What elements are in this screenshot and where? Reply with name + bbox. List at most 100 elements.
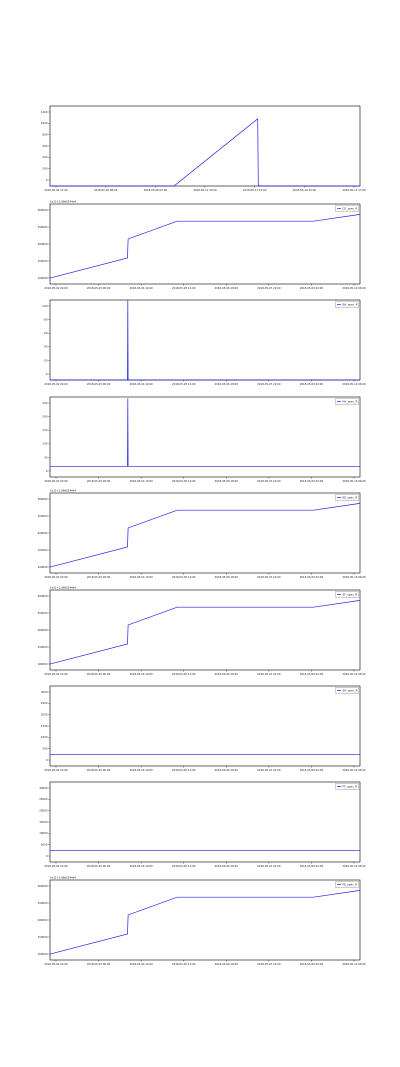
x-tick-label: 2018-05-03 06:00 <box>87 382 111 386</box>
x-tick-label: 2018-05-02 02:00 <box>44 672 68 676</box>
x-tick-label: 2018-05-03 06:00 <box>87 962 111 966</box>
x-tick-label: 2018-05-07 22:00 <box>257 864 281 868</box>
x-tick-label: 2018-05-02 02:00 <box>44 768 68 772</box>
x-tick-label: 2018-05-06 18:00 <box>215 575 239 579</box>
y-tick-label: 5000 <box>41 843 48 847</box>
x-tick-label: 2018-05-09 02:00 <box>300 962 324 966</box>
series-line <box>49 214 361 279</box>
chart-panel-5: 100000 150000 200000 250000 300000 2018-05-02… <box>38 489 366 580</box>
x-tick-label: 2018-05-10 06:00 <box>342 864 366 868</box>
y-tick-label: 200 <box>43 415 48 419</box>
y-tick-label: 200000 <box>38 531 48 535</box>
legend-box <box>335 301 359 308</box>
y-tick-label: 150000 <box>38 645 48 649</box>
x-tick-label: 2018-05-02 02:00 <box>44 479 68 483</box>
legend: EH_spec_R <box>335 687 359 694</box>
x-tick-label: 2018-05-06 18:00 <box>215 382 239 386</box>
x-tick-label: 2018-05-04 10:00 <box>129 575 153 579</box>
plot-frame <box>49 299 361 381</box>
legend-box <box>335 687 359 694</box>
legend-label: FE_spec_R <box>343 883 358 887</box>
y-tick-label: 2500 <box>41 701 48 705</box>
x-tick-label: 2018-05-07 22:00 <box>257 672 281 676</box>
x-tick-label: 2018-05-16 20:00 <box>293 188 317 192</box>
legend-label: CE_spec_R <box>343 207 358 211</box>
chart-panel-2: 100000 150000 200000 250000 300000 2018-05-02… <box>38 200 366 291</box>
legend: FF_spec_R <box>335 783 359 790</box>
legend-box <box>335 881 359 888</box>
y-tick-label: -80 <box>43 318 48 322</box>
x-tick-label: 2018-05-06 18:00 <box>215 286 239 290</box>
axis-offset-text: 1e11+2.8660544e4 <box>50 876 76 880</box>
chart-panel-3: 0 -20 -40 -60 -80 -100 2018-05-02 02:00 2018-05… <box>42 299 366 386</box>
y-tick-label: 200000 <box>38 628 48 632</box>
x-tick-label: 2018-05-07 22:00 <box>257 768 281 772</box>
plot-frame <box>49 396 361 478</box>
x-tick-label: 2018-05-19 17:00 <box>342 188 366 192</box>
x-tick-label: 2018-05-05 14:00 <box>172 286 196 290</box>
legend-label: EH_spec_R <box>343 689 358 693</box>
plot-frame <box>49 879 361 961</box>
legend-box <box>335 398 359 405</box>
y-tick-label: 250000 <box>38 514 48 518</box>
legend-label: FF_spec_R <box>343 785 358 789</box>
legend: FE_spec_R <box>335 881 359 888</box>
x-tick-label: 2018-05-06 18:00 <box>215 962 239 966</box>
series-line <box>50 118 360 187</box>
y-tick-label: -100 <box>42 304 48 308</box>
axis-offset-text: 1e11+2.8660544e4 <box>50 489 76 493</box>
x-tick-label: 2018-05-02 02:00 <box>44 864 68 868</box>
y-tick-label: 150000 <box>38 548 48 552</box>
x-tick-label: 2018-05-06 18:00 <box>215 672 239 676</box>
series-line <box>50 398 360 467</box>
x-tick-label: 2018-05-05 14:00 <box>172 864 196 868</box>
y-tick-label: 250 <box>43 401 48 405</box>
y-tick-label: 1200 <box>41 110 48 114</box>
y-tick-label: 15000 <box>39 820 48 824</box>
chart-panel-8: 0 5000 10000 15000 20000 25000 30000 2018-05-02… <box>39 781 366 868</box>
chart-panel-6: 100000 150000 200000 250000 300000 2018-05-02… <box>38 586 366 677</box>
y-tick-label: 25000 <box>39 797 48 801</box>
y-tick-label: 1000 <box>41 735 48 739</box>
y-tick-label: 0 <box>46 854 48 858</box>
legend-label: EF_spec_R <box>343 593 358 597</box>
legend-box <box>335 494 359 501</box>
x-tick-label: 2018-05-10 06:00 <box>342 962 366 966</box>
x-tick-label: 2018-05-09 02:00 <box>300 864 324 868</box>
y-tick-label: 500 <box>43 747 48 751</box>
x-tick-label: 2018-05-10 06:00 <box>342 382 366 386</box>
y-tick-label: 150000 <box>38 935 48 939</box>
x-tick-label: 2018-05-07 22:00 <box>257 962 281 966</box>
y-tick-label: 100000 <box>38 952 48 956</box>
plot-frame <box>49 781 361 863</box>
x-tick-label: 2018-05-11 02:00 <box>193 188 217 192</box>
legend-box <box>335 591 359 598</box>
y-tick-label: 300000 <box>38 594 48 598</box>
plot-frame <box>49 203 361 285</box>
x-tick-label: 2018-05-04 10:00 <box>129 864 153 868</box>
legend: EE_spec_R <box>335 494 359 501</box>
x-tick-label: 2018-05-06 18:00 <box>215 768 239 772</box>
y-tick-label: 0 <box>46 178 48 182</box>
x-tick-label: 2018-05-05 14:00 <box>172 672 196 676</box>
x-tick-label: 2018-05-09 02:00 <box>300 479 324 483</box>
legend: CE_spec_R <box>335 205 359 212</box>
legend: EF_spec_R <box>335 591 359 598</box>
y-tick-label: 0 <box>46 372 48 376</box>
x-tick-label: 2018-05-03 06:00 <box>87 286 111 290</box>
y-tick-label: 100 <box>43 442 48 446</box>
x-tick-label: 2018-05-06 18:00 <box>215 864 239 868</box>
y-tick-label: 3000 <box>41 690 48 694</box>
y-tick-label: 600 <box>43 144 48 148</box>
legend-label: EH_spec_R <box>343 303 358 307</box>
x-tick-label: 2018-05-10 06:00 <box>342 479 366 483</box>
x-tick-label: 2018-05-04 10:00 <box>129 672 153 676</box>
y-tick-label: 200 <box>43 167 48 171</box>
legend: EH_spec_R <box>335 301 359 308</box>
plot-frame <box>49 589 361 671</box>
y-tick-label: -40 <box>43 345 48 349</box>
legend: FH_spec_R <box>335 398 359 405</box>
x-tick-label: 2018-05-06 18:00 <box>215 479 239 483</box>
x-tick-label: 2018-05-09 02:00 <box>300 768 324 772</box>
